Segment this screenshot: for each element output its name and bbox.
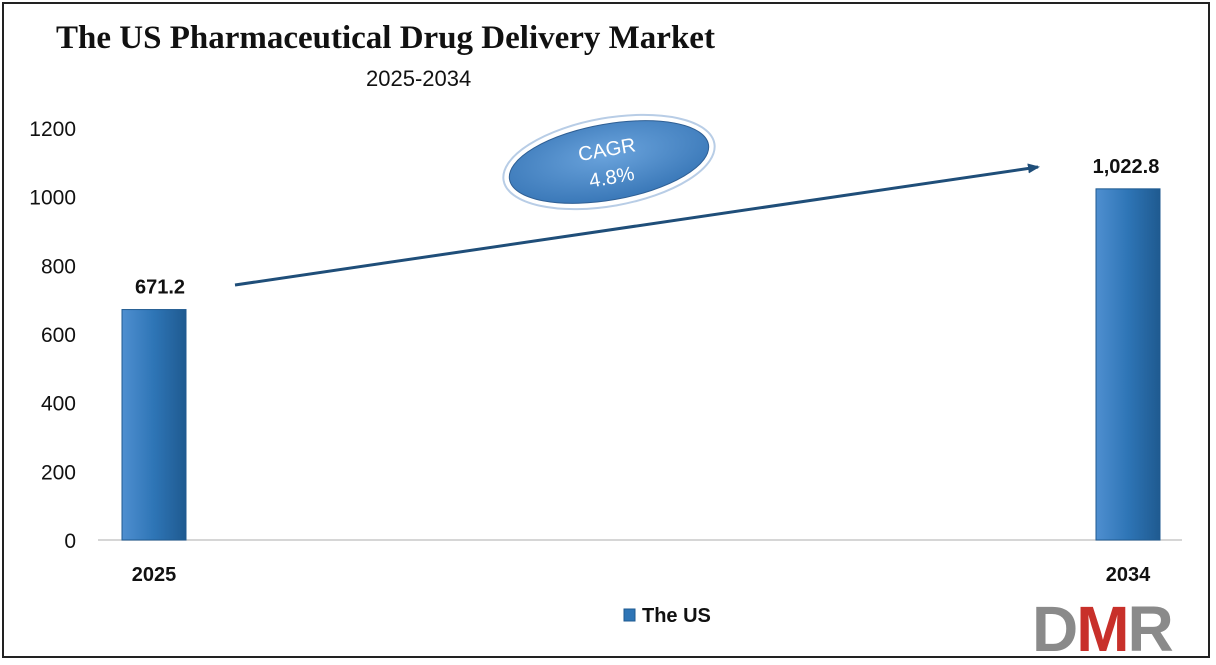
logo-letter-d: D [1032, 593, 1078, 665]
y-axis: 0 200 400 600 800 1000 1200 [29, 118, 76, 553]
legend-label: The US [642, 605, 711, 627]
x-tick-label: 2034 [1106, 564, 1151, 586]
bar-2034 [1095, 188, 1161, 541]
y-tick-label: 400 [41, 393, 76, 416]
y-tick-label: 1000 [29, 187, 76, 210]
cagr-arrow [234, 163, 1040, 287]
bars [121, 188, 1161, 541]
y-tick-label: 800 [41, 255, 76, 278]
bar-2025 [121, 309, 187, 541]
data-label: 1,022.8 [1093, 156, 1160, 178]
x-tick-label: 2025 [132, 564, 177, 586]
chart-subtitle: 2025-2034 [366, 66, 472, 91]
y-tick-label: 0 [64, 530, 76, 553]
legend-swatch [623, 608, 636, 622]
data-label: 671.2 [135, 277, 185, 299]
y-tick-label: 200 [41, 461, 76, 484]
chart-title: The US Pharmaceutical Drug Delivery Mark… [56, 20, 715, 56]
x-axis: 2025 2034 [132, 564, 1151, 586]
logo-letter-r: R [1127, 593, 1174, 665]
y-tick-label: 600 [41, 324, 76, 347]
logo-letter-m: M [1076, 593, 1129, 665]
y-tick-label: 1200 [29, 118, 76, 141]
data-labels: 671.2 1,022.8 [135, 156, 1159, 299]
cagr-badge: CAGR 4.8% [502, 113, 716, 211]
dmr-logo: DMR [1032, 597, 1174, 661]
chart-frame [2, 2, 1210, 658]
legend: The US [623, 605, 711, 627]
